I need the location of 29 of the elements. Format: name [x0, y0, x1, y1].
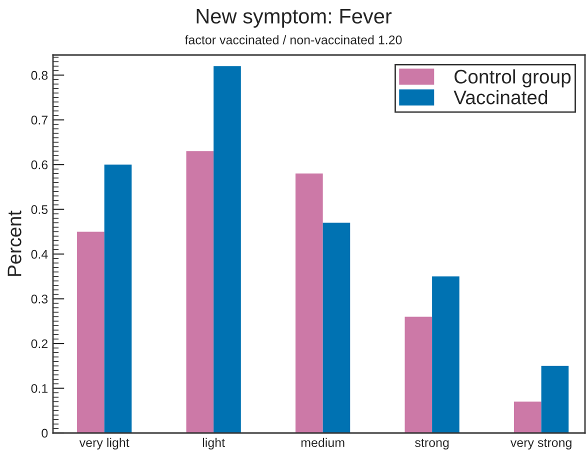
y-tick-label: 0.8	[31, 70, 48, 80]
legend-label: Vaccinated	[454, 90, 548, 104]
bar	[77, 232, 104, 433]
y-tick-label: 0.2	[31, 339, 48, 348]
y-axis-title: Percent	[8, 210, 22, 276]
y-tick-label: 0.4	[31, 250, 48, 259]
bar	[296, 174, 323, 433]
y-tick-label: 0.6	[31, 160, 48, 170]
bar	[514, 402, 542, 433]
y-tick-label: 0.7	[31, 116, 48, 125]
bar	[432, 276, 460, 433]
y-tick-label: 0.3	[31, 294, 48, 304]
x-tick-label: very light	[79, 438, 130, 450]
bar	[404, 316, 432, 433]
x-tick-label: very strong	[510, 438, 572, 450]
bar	[541, 366, 569, 433]
x-tick-label: strong	[415, 438, 449, 450]
bar	[104, 164, 132, 433]
y-tick-label: 0.1	[31, 384, 48, 393]
y-tick-label: 0.5	[31, 205, 48, 214]
x-tick-label: medium	[301, 438, 344, 448]
y-tick-label: 0	[42, 428, 48, 438]
bar	[186, 151, 214, 433]
bar	[322, 222, 350, 433]
chart-title: New symptom: Fever	[196, 9, 392, 28]
bar	[214, 66, 241, 433]
legend-label: Control group	[454, 69, 571, 88]
chart-subtitle: factor vaccinated / non-vaccinated 1.20	[184, 35, 402, 44]
x-tick-label: light	[202, 438, 225, 450]
